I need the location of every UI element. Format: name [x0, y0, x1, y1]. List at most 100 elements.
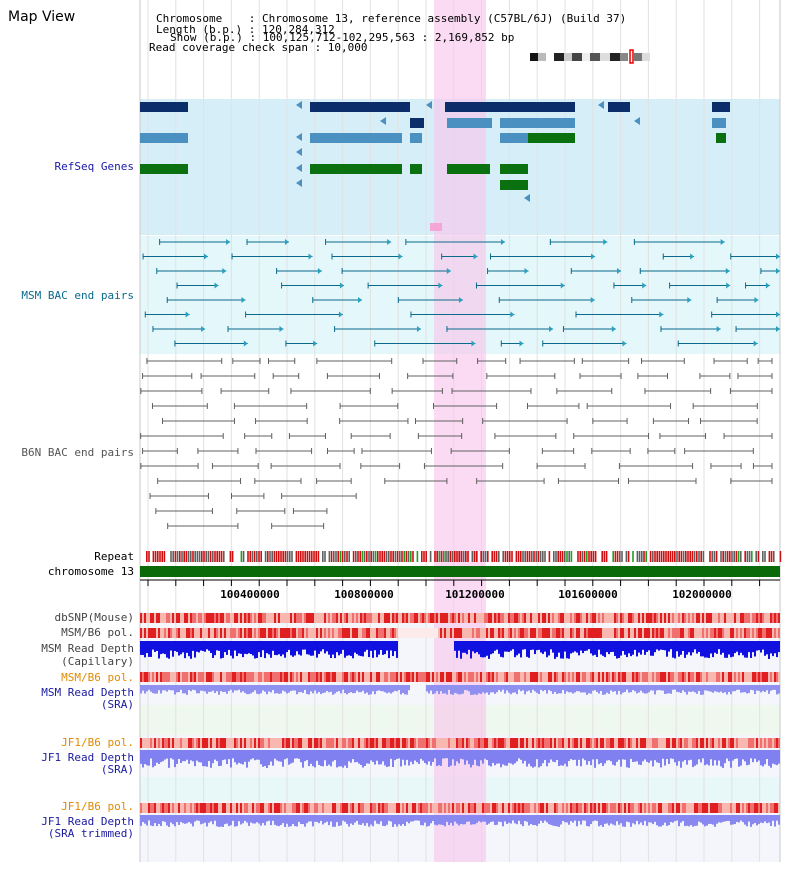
msm-b6-pol-stripe [532, 628, 534, 638]
repeat-element [467, 551, 469, 562]
dbsnp-stripe [322, 613, 324, 623]
msm-depth-sra-bar [370, 685, 372, 695]
jf1-depth-trim-bar [362, 815, 364, 824]
msm-b6-pol-stripe [688, 628, 690, 638]
repeat-element [583, 551, 586, 562]
msm-b6-pol-stripe [544, 628, 546, 638]
jf1-depth-trim-bar [146, 815, 148, 826]
msm-b6-pol-stripe [614, 628, 616, 638]
msm-bac-label[interactable]: MSM BAC end pairs [21, 289, 134, 302]
msm-depth-capillary-bar [390, 641, 392, 651]
dbsnp-stripe [674, 613, 676, 623]
dbsnp-stripe [478, 613, 480, 623]
msm-depth-capillary-bar [514, 641, 516, 658]
jf1-depth-sra-bar [160, 750, 162, 763]
refseq-genes-label[interactable]: RefSeq Genes [54, 160, 134, 173]
b6n-bac-label[interactable]: B6N BAC end pairs [21, 446, 134, 459]
jf1-depth-sra-bar [694, 750, 696, 766]
repeat-element [561, 551, 564, 562]
jf1-b6-pol-stripe [192, 738, 194, 748]
jf1-b6-pol-stripe [278, 738, 280, 748]
jf1-depth-sra-bar [310, 750, 312, 764]
msm-b6-pol-sra-stripe [688, 672, 690, 682]
repeat-element [566, 551, 568, 562]
msm-depth-sra-bar [396, 685, 398, 692]
jf1-b6-pol-stripe [450, 738, 452, 748]
jf1-b6-pol-stripe [766, 738, 768, 748]
msm-depth-sra-bar [334, 685, 336, 694]
msm-depth-capillary-bar [586, 641, 588, 651]
msm-depth-sra-bar [272, 685, 274, 691]
repeat-element [744, 551, 746, 562]
jf1-depth-trim-bar [310, 815, 312, 822]
repeat-element [702, 551, 705, 562]
jf1-depth-sra-bar [642, 750, 644, 762]
jf1-depth-sra-bar [406, 750, 408, 760]
repeat-element [500, 551, 502, 562]
jf1-b6-pol-trim-stripe [774, 803, 776, 813]
msm-depth-capillary-bar [534, 641, 536, 655]
repeat-element [641, 551, 643, 562]
jf1-b6-pol-trim-stripe [778, 803, 780, 813]
msm-depth-capillary-bar [150, 641, 152, 657]
jf1-b6-pol-trim-stripe [296, 803, 298, 813]
dbsnp-stripe [292, 613, 294, 623]
jf1-depth-sra-bar [540, 750, 542, 767]
msm-depth-sra-bar [218, 685, 220, 695]
msm-depth-capillary-bar [140, 641, 142, 655]
jf1-b6-pol-trim-stripe [366, 803, 368, 813]
msm-depth-capillary-bar [454, 641, 456, 651]
dbsnp-stripe [250, 613, 252, 623]
msm-depth-capillary-bar [142, 641, 144, 655]
repeat-element [449, 551, 452, 562]
msm-depth-capillary-bar [670, 641, 672, 650]
msm-depth-sra-bar [604, 685, 606, 695]
msm-depth-capillary-bar [590, 641, 592, 654]
jf1-b6-pol-stripe [272, 738, 274, 748]
jf1-depth-sra-bar [708, 750, 710, 766]
jf1-depth-trim-bar [276, 815, 278, 826]
dbsnp-stripe [254, 613, 256, 623]
refseq-gene [716, 133, 726, 143]
msm-bac-end-arrow [726, 282, 731, 289]
dbsnp-stripe [778, 613, 780, 623]
dbsnp-stripe [192, 613, 194, 623]
repeat-element [220, 551, 223, 562]
msm-b6-pol-stripe [568, 628, 570, 638]
msm-b6-pol-sra-stripe [692, 672, 694, 682]
msm-depth-sra-bar [214, 685, 216, 693]
msm-b6-pol-sra-stripe [468, 672, 470, 682]
axis-tick-label: 101600000 [558, 588, 618, 601]
jf1-b6-pol-trim-stripe [698, 803, 700, 813]
jf1-b6-pol-trim-stripe [702, 803, 704, 813]
msm-depth-capillary-bar [642, 641, 644, 650]
jf1-depth-trim-bar [230, 815, 232, 826]
jf1-depth-trim-bar [352, 815, 354, 825]
jf1-depth-sra-bar [330, 750, 332, 767]
msm-depth-capillary-bar [516, 641, 518, 656]
msm-depth-sra-bar [178, 685, 180, 693]
msm-depth-sra-bar [166, 685, 168, 692]
refseq-arrow [426, 101, 432, 109]
msm-depth-capillary-bar [558, 641, 560, 653]
msm-b6-pol-stripe [678, 628, 680, 638]
jf1-b6-pol-trim-stripe [270, 803, 272, 813]
jf1-b6-pol-stripe [544, 738, 546, 748]
repeat-element [539, 551, 542, 562]
jf1-b6-pol-trim-stripe [424, 803, 426, 813]
msm-b6-pol-sra-stripe [492, 672, 494, 682]
msm-b6-pol-sra-stripe [260, 672, 262, 682]
msm-depth-sra-bar [186, 685, 188, 695]
jf1-b6-pol-trim-stripe [222, 803, 224, 813]
jf1-b6-pol-trim-stripe [166, 803, 168, 813]
jf1-depth-trim-bar [538, 815, 540, 824]
dbsnp-stripe [628, 613, 630, 623]
msm-b6-pol-stripe [694, 628, 696, 638]
msm-b6-pol-sra-stripe [366, 672, 368, 682]
repeat-element [405, 551, 408, 562]
jf1-b6-pol-stripe [716, 738, 718, 748]
jf1-b6-pol-stripe [702, 738, 704, 748]
repeat-element [656, 551, 658, 562]
